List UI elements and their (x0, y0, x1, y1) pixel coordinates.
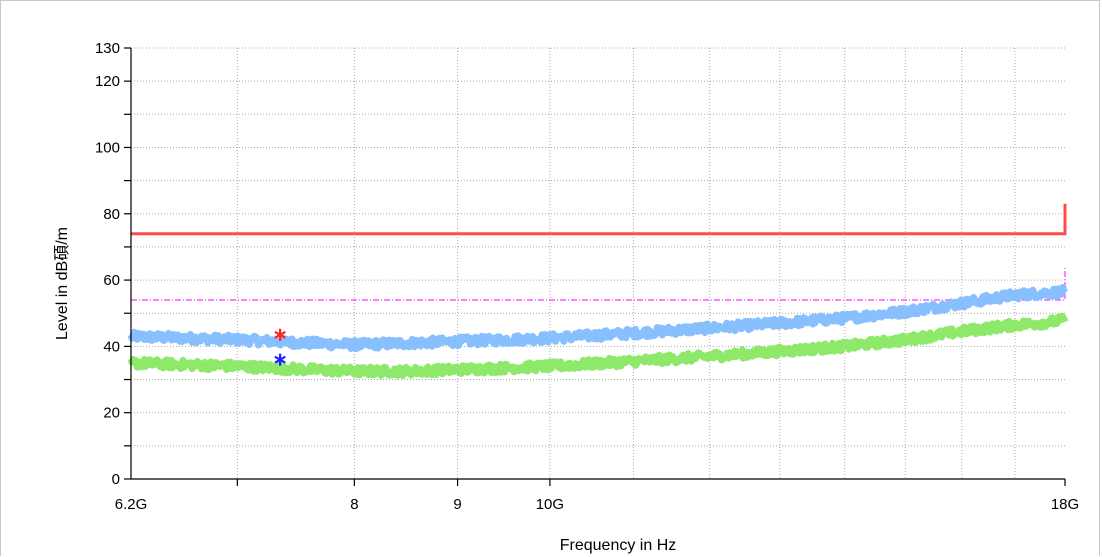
y-axis-title: Level in dB碩/m (54, 227, 71, 340)
y-tick-label: 130 (95, 40, 120, 57)
axis-layer: 0 20 40 60 80 100 120 130 6.2G 8 9 10G 18G (95, 40, 1079, 513)
x-axis-title: Frequency in Hz (560, 537, 677, 554)
marker-stroke (274, 330, 286, 339)
series-layer (127, 203, 1069, 379)
marker-stroke (274, 355, 286, 364)
measurement-trace-2-detail (130, 284, 1066, 352)
plot-area (131, 48, 1065, 479)
peak-marker-0 (274, 328, 286, 341)
limit-line-1 (131, 266, 1066, 301)
y-tick-label: 120 (95, 73, 120, 90)
peak-marker-1 (274, 353, 286, 366)
limit-line-0 (131, 203, 1067, 236)
y-tick-label: 100 (95, 139, 120, 156)
y-tick-label: 80 (103, 206, 120, 223)
measurement-trace-3-detail (130, 313, 1066, 379)
y-tick-label: 0 (112, 471, 120, 488)
x-tick-label: 9 (453, 496, 461, 513)
marker-layer (274, 328, 286, 366)
y-tick-label: 60 (103, 272, 120, 289)
grid-layer (131, 47, 1065, 479)
x-tick-label: 6.2G (115, 496, 148, 513)
x-tick-label: 18G (1051, 496, 1079, 513)
x-tick-label: 10G (536, 496, 564, 513)
y-tick-label: 20 (103, 405, 120, 422)
x-tick-label: 8 (350, 496, 358, 513)
y-tick-label: 40 (103, 338, 120, 355)
